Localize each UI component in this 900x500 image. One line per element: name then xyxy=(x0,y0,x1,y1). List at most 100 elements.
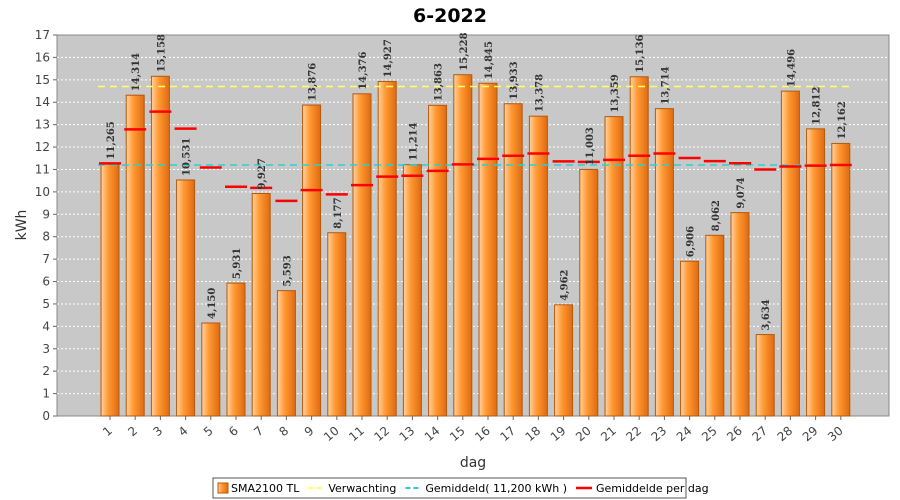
bar-day-7 xyxy=(251,193,271,417)
x-tick-label: 18 xyxy=(523,424,544,445)
y-tick-label: 7 xyxy=(42,252,50,266)
x-tick-label: 17 xyxy=(497,424,518,445)
bar-day-2 xyxy=(125,94,145,417)
grid xyxy=(57,56,889,395)
x-tick-label: 27 xyxy=(749,424,770,445)
bar-day-26 xyxy=(730,212,750,417)
bar-day-10 xyxy=(327,232,347,417)
reference-lines xyxy=(98,85,853,166)
chart-title: 6-2022 xyxy=(413,5,487,27)
plot-area xyxy=(56,34,890,417)
y-tick-label: 3 xyxy=(42,342,50,356)
x-tick-label: 8 xyxy=(276,424,291,440)
data-label-day-5: 4,150 xyxy=(207,288,218,319)
x-tick-label: 21 xyxy=(598,424,619,445)
data-label-day-8: 5,593 xyxy=(282,255,293,286)
bar-day-20 xyxy=(579,168,599,417)
y-tick-label: 11 xyxy=(35,162,50,176)
data-label-day-13: 11,214 xyxy=(408,122,419,160)
data-label-day-20: 11,003 xyxy=(585,127,596,165)
data-label-day-6: 5,931 xyxy=(232,248,243,279)
data-label-day-17: 13,933 xyxy=(509,61,520,99)
y-tick-label: 13 xyxy=(35,118,50,132)
bar-day-15 xyxy=(453,74,473,417)
bar-day-21 xyxy=(604,116,624,417)
data-label-day-3: 15,158 xyxy=(156,34,167,72)
y-tick-label: 14 xyxy=(35,95,50,109)
x-tick-label: 16 xyxy=(472,424,493,445)
x-axis-label: dag xyxy=(460,455,486,471)
data-label-day-30: 12,162 xyxy=(837,101,848,139)
data-label-day-23: 13,714 xyxy=(660,66,671,104)
data-label-day-4: 10,531 xyxy=(182,138,193,176)
data-label-day-19: 4,962 xyxy=(560,269,571,300)
x-tick-label: 2 xyxy=(125,424,140,440)
bar-day-16 xyxy=(478,82,498,417)
y-tick-label: 6 xyxy=(42,275,50,289)
y-tick-label: 10 xyxy=(35,185,50,199)
data-label-day-25: 8,062 xyxy=(711,200,722,231)
bar-day-1 xyxy=(100,163,120,417)
bars xyxy=(100,74,851,417)
data-label-day-10: 8,177 xyxy=(333,197,344,228)
y-tick-label: 16 xyxy=(35,50,50,64)
data-label-day-24: 6,906 xyxy=(686,226,697,257)
bar-day-12 xyxy=(377,80,397,417)
legend-entry-2: Gemiddeld( 11,200 kWh ) xyxy=(425,482,567,495)
y-tick-label: 0 xyxy=(42,409,50,423)
bar-day-5 xyxy=(201,322,221,417)
bar-day-8 xyxy=(276,290,296,417)
y-tick-label: 2 xyxy=(42,364,50,378)
data-label-day-16: 14,845 xyxy=(484,41,495,79)
x-tick-label: 11 xyxy=(346,424,367,445)
bar-day-6 xyxy=(226,282,246,417)
x-tick-label: 1 xyxy=(100,424,115,440)
data-label-day-7: 9,927 xyxy=(257,158,268,189)
data-label-day-26: 9,074 xyxy=(736,177,747,208)
bar-day-18 xyxy=(528,115,548,417)
bar-day-28 xyxy=(780,90,800,417)
x-tick-label: 4 xyxy=(176,424,191,440)
bar-day-4 xyxy=(176,179,196,417)
y-tick-label: 8 xyxy=(42,230,50,244)
x-tick-label: 14 xyxy=(422,424,443,445)
legend-box xyxy=(212,477,687,499)
x-tick-label: 13 xyxy=(397,424,418,445)
x-tick-label: 23 xyxy=(649,424,670,445)
bar-day-13 xyxy=(402,164,422,417)
legend-swatch-bar xyxy=(217,482,229,494)
x-tick-label: 26 xyxy=(724,424,745,445)
data-label-day-21: 13,359 xyxy=(610,74,621,112)
x-tick-label: 28 xyxy=(775,424,796,445)
data-label-day-9: 13,876 xyxy=(308,63,319,101)
x-tick-label: 3 xyxy=(150,424,165,440)
data-label-day-1: 11,265 xyxy=(106,121,117,159)
bar-day-24 xyxy=(680,260,700,417)
y-tick-label: 9 xyxy=(42,207,50,221)
data-label-day-29: 12,812 xyxy=(812,87,823,125)
x-tick-label: 29 xyxy=(800,424,821,445)
bar-day-3 xyxy=(150,75,170,417)
bar-day-22 xyxy=(629,76,649,417)
x-axis: 1 2 3 4 5 6 7 8 9 10 11 12 13 14 15 16 17 18 19 20 21 22 23 24 2… xyxy=(100,416,846,444)
y-tick-label: 4 xyxy=(42,319,50,333)
x-tick-label: 7 xyxy=(251,424,266,440)
bar-day-19 xyxy=(554,304,574,417)
y-tick-label: 15 xyxy=(35,73,50,87)
data-label-day-28: 14,496 xyxy=(786,49,797,87)
data-label-day-22: 15,136 xyxy=(635,34,646,72)
data-label-day-2: 14,314 xyxy=(131,53,142,91)
x-tick-label: 6 xyxy=(226,424,241,440)
x-tick-label: 5 xyxy=(201,424,216,440)
data-label-day-14: 13,863 xyxy=(434,63,445,101)
data-label-day-11: 14,376 xyxy=(358,51,369,89)
y-axis-label: kWh xyxy=(14,210,30,241)
bar-day-27 xyxy=(755,334,775,417)
bar-day-14 xyxy=(428,104,448,417)
data-label-day-15: 15,228 xyxy=(459,32,470,70)
bar-day-17 xyxy=(503,103,523,417)
legend-entry-0: SMA2100 TL xyxy=(231,482,300,495)
x-tick-label: 24 xyxy=(674,424,695,445)
data-label-day-27: 3,634 xyxy=(761,299,772,330)
